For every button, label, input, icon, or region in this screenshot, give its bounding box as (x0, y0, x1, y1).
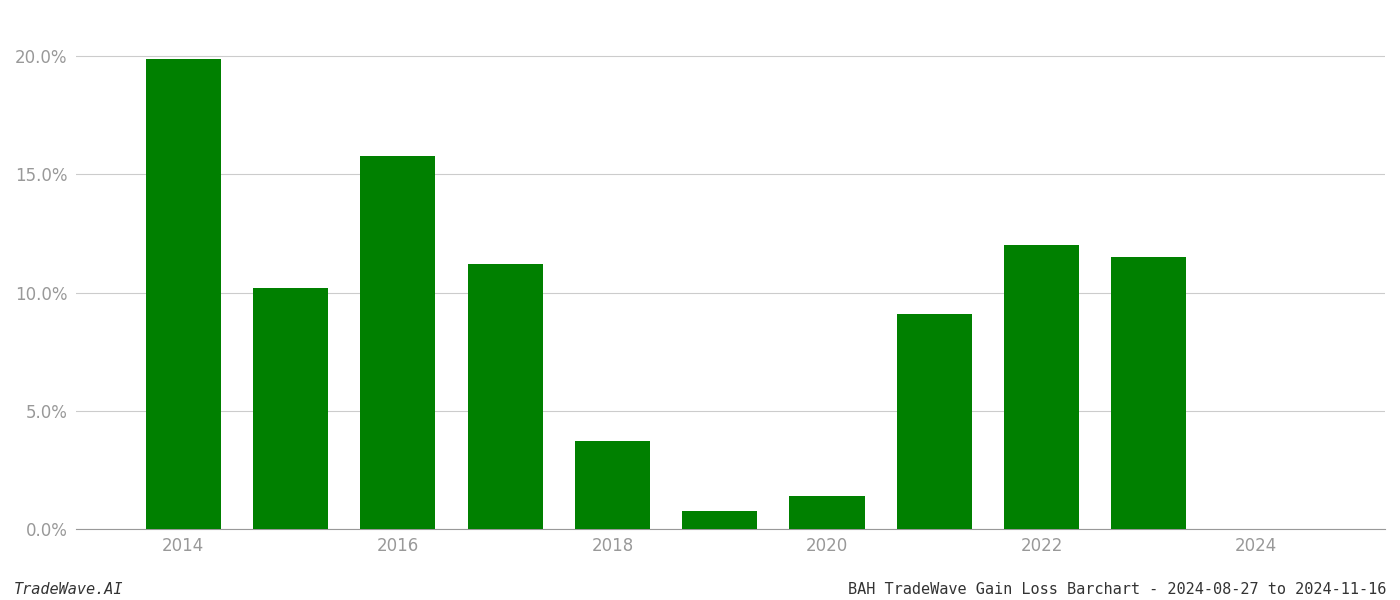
Bar (468, 264, 543, 529)
Bar (575, 442, 650, 529)
Bar (897, 314, 972, 529)
Bar (253, 288, 328, 529)
Text: BAH TradeWave Gain Loss Barchart - 2024-08-27 to 2024-11-16: BAH TradeWave Gain Loss Barchart - 2024-… (847, 582, 1386, 597)
Bar (682, 511, 757, 529)
Bar (1112, 257, 1186, 529)
Bar (360, 155, 435, 529)
Bar (790, 496, 865, 529)
Bar (1004, 245, 1079, 529)
Text: TradeWave.AI: TradeWave.AI (14, 582, 123, 597)
Bar (146, 59, 221, 529)
